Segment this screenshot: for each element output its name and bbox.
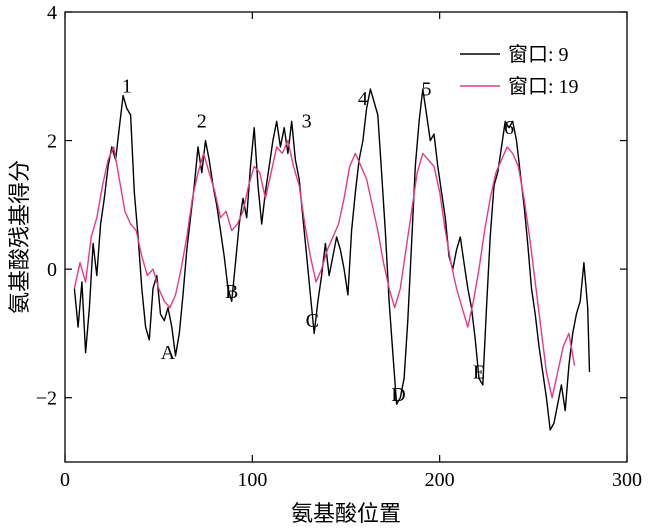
legend-label: 窗口: 9 [508, 43, 569, 66]
annotation-label: E [473, 361, 485, 383]
annotation-label: 2 [197, 111, 207, 133]
x-axis-label: 氨基酸位置 [291, 501, 401, 526]
y-tick-label: 0 [47, 259, 57, 281]
annotation-label: 5 [422, 79, 432, 101]
y-tick-label: 4 [47, 2, 57, 24]
annotation-label: C [306, 310, 319, 332]
peak-annotations: 1 2 3 4 5 6 A B C D E [122, 75, 514, 406]
y-tick-label: 2 [47, 131, 57, 153]
annotation-label: D [391, 384, 405, 406]
plot-frame [64, 11, 628, 463]
x-tick-label: 200 [425, 469, 455, 491]
annotation-label: 6 [504, 117, 514, 139]
y-axis-label: 氨基酸残基得分 [7, 160, 32, 314]
y-tick-label: −2 [36, 388, 57, 410]
annotation-label: B [225, 281, 238, 303]
x-tick-label: 300 [612, 469, 642, 491]
series-layer [73, 88, 591, 431]
plot-area [64, 11, 628, 463]
legend: 窗口: 9 窗口: 19 [460, 43, 579, 98]
annotation-label: 1 [122, 75, 132, 97]
legend-label: 窗口: 19 [508, 75, 579, 98]
series-line-1 [73, 88, 591, 431]
x-tick-label: 0 [60, 469, 70, 491]
axis-ticks: 0 100 200 300 −2 0 2 4 [36, 2, 642, 491]
series-line-2 [73, 139, 576, 399]
annotation-label: A [161, 342, 176, 364]
annotation-label: 3 [302, 111, 312, 133]
x-tick-label: 100 [237, 469, 267, 491]
annotation-label: 4 [358, 88, 368, 110]
